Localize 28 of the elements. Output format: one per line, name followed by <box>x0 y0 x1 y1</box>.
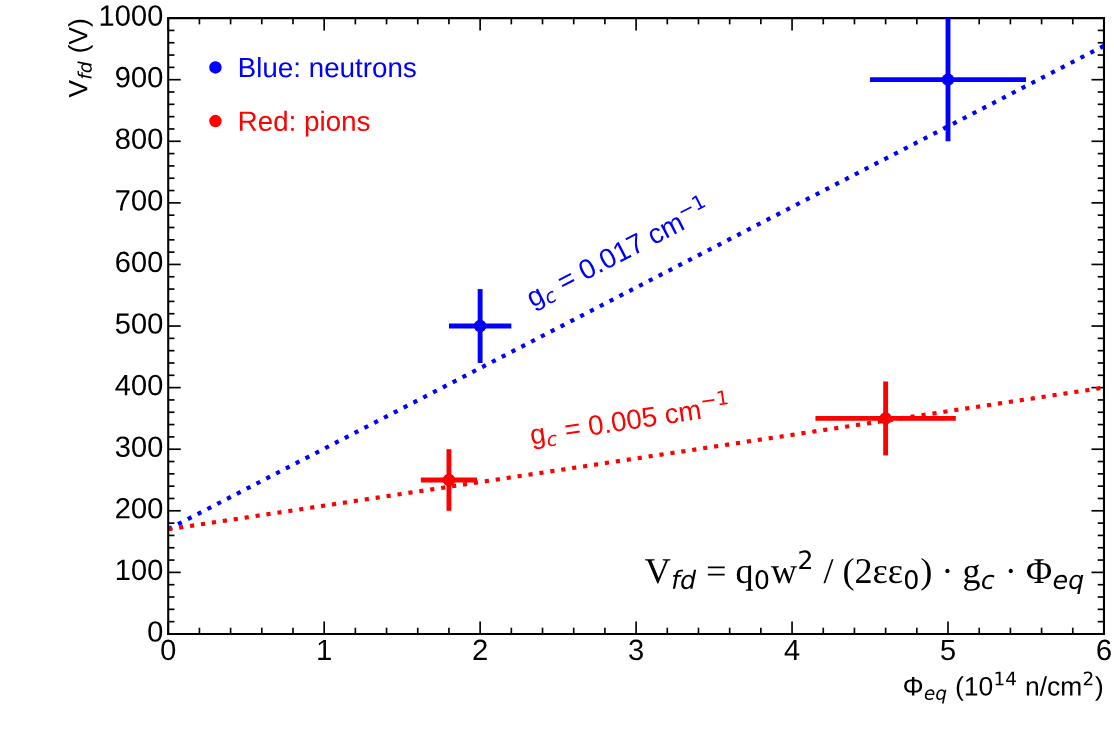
x-tick-label: 2 <box>473 639 487 660</box>
y-axis-title: V$_{fd}$ (V) <box>68 19 93 98</box>
text: V$_{fd}$ = q$_{0}$w$^{2}$ / (2εε$_{0}$) · g$_{c}$ · Φ$_{eq}$ <box>645 550 1084 595</box>
x-axis-title: Φ$_{eq}$ (10$^{14}$ n/cm$^{2}$) <box>904 671 1103 704</box>
y-tick-label: 600 <box>116 251 163 273</box>
text: g$_{c}$ = 0.005 cm$^{−1}$ <box>528 389 731 450</box>
x-tick-label: 3 <box>629 639 643 661</box>
y-tick-label: 0 <box>148 621 163 642</box>
y-tick-label: 300 <box>115 436 163 458</box>
y-tick-label: 400 <box>115 374 163 396</box>
x-tick-label: 1 <box>318 639 331 660</box>
text: g$_{c}$ = 0.017 cm$^{−1}$ <box>522 193 713 313</box>
legend-label: Red: pions <box>239 110 370 137</box>
point <box>473 319 487 333</box>
y-tick-label: 500 <box>115 313 163 334</box>
x-tick-label: 4 <box>784 639 800 660</box>
point <box>941 73 955 86</box>
point <box>879 412 892 425</box>
legend-label: Blue: neutrons <box>239 56 416 78</box>
x-tick-label: 6 <box>1097 639 1111 661</box>
x-tick-label: 5 <box>941 639 955 661</box>
y-tick-label: 100 <box>116 559 163 581</box>
y-tick-label: 200 <box>116 497 163 519</box>
y-tick-label: 700 <box>116 190 163 211</box>
point <box>442 473 456 487</box>
y-tick-label: 800 <box>115 128 163 150</box>
y-tick-label: 1000 <box>100 5 163 26</box>
y-tick-label: 900 <box>116 66 163 88</box>
